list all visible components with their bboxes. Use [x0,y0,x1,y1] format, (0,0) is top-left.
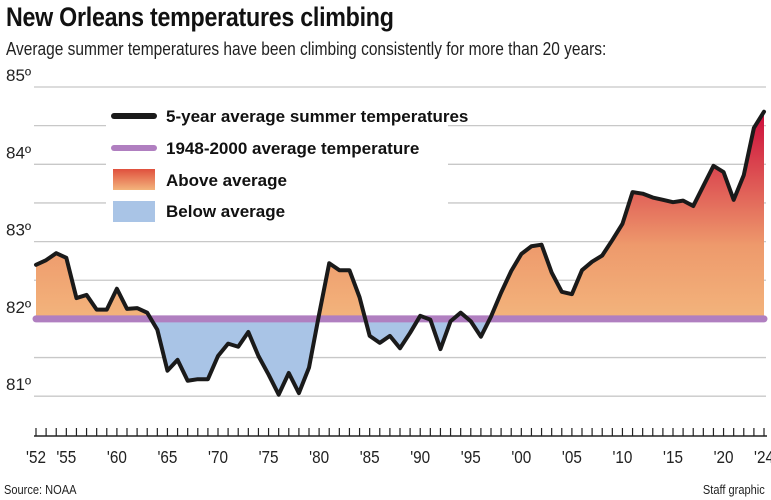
y-tick-label: 83º [6,221,31,240]
x-tick-label: '55 [56,447,76,467]
legend-label-above: Above average [166,171,287,190]
x-tick-label: '85 [360,447,380,467]
legend-swatch-above [113,169,155,190]
x-tick-label: '05 [562,447,582,467]
x-tick-label: '15 [663,447,683,467]
x-tick-label: '52 [26,447,46,467]
chart-title: New Orleans temperatures climbing [6,2,394,32]
y-tick-label: 84º [6,143,31,162]
x-tick-label: '24 [754,447,771,467]
y-tick-label: 82º [6,298,31,317]
x-tick-label: '70 [208,447,228,467]
legend: 5-year average summer temperatures 1948-… [106,101,468,227]
legend-label-line: 5-year average summer temperatures [166,107,468,126]
legend-label-baseline: 1948-2000 average temperature [166,139,419,158]
legend-swatch-below [113,201,155,222]
legend-label-below: Below average [166,202,285,221]
x-tick-label: '60 [107,447,127,467]
chart-subtitle: Average summer temperatures have been cl… [6,39,607,59]
x-tick-label: '65 [157,447,177,467]
temperature-line [34,109,766,397]
source-note: Source: NOAA [4,482,77,497]
y-tick-label: 81º [6,375,31,394]
x-tick-label: '75 [259,447,279,467]
y-tick-label: 85º [6,66,31,85]
above-average-area [36,111,764,319]
x-tick-label: '20 [714,447,734,467]
x-tick-label: '95 [461,447,481,467]
legend-box [106,101,448,227]
x-tick-label: '90 [410,447,430,467]
x-tick-label: '00 [511,447,531,467]
x-tick-label: '10 [612,447,632,467]
credit-note: Staff graphic [703,482,765,497]
x-tick-label: '80 [309,447,329,467]
